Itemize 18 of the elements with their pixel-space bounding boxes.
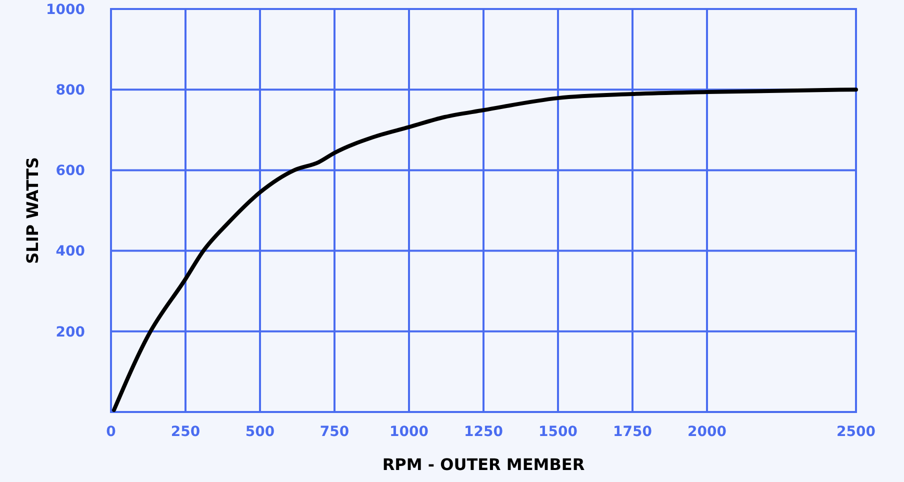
y-tick-label: 800 (56, 82, 86, 98)
y-tick-label: 600 (56, 163, 86, 180)
x-tick-label: 500 (245, 424, 275, 440)
x-axis-title: RPM - OUTER MEMBER (382, 455, 585, 474)
x-tick-label: 1000 (390, 424, 429, 440)
x-tick-label: 750 (320, 424, 350, 440)
y-tick-label: 400 (56, 244, 86, 260)
x-tick-label: 1750 (613, 424, 652, 440)
x-tick-label: 2000 (688, 424, 727, 440)
x-tick-label: 1250 (464, 424, 504, 440)
x-tick-label: 2500 (836, 424, 876, 440)
x-tick-label: 0 (106, 424, 116, 440)
y-tick-label: 200 (56, 324, 86, 340)
x-tick-label: 1500 (538, 424, 578, 440)
x-tick-label: 250 (170, 424, 200, 440)
y-tick-label: 1000 (46, 2, 86, 18)
y-axis-title: SLIP WATTS (23, 157, 42, 264)
line-series (112, 88, 858, 412)
